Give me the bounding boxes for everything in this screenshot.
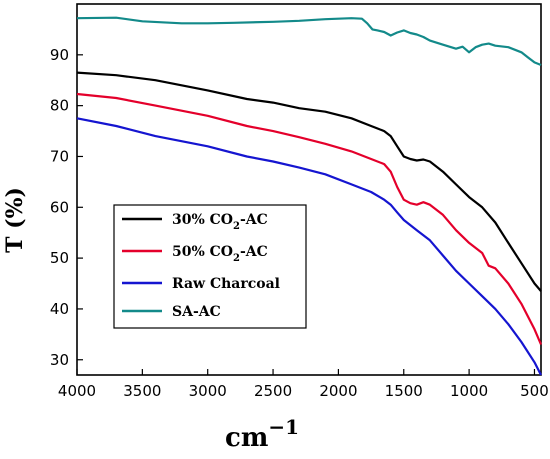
legend-box <box>113 204 307 329</box>
x-axis-label-superscript: −1 <box>268 415 299 439</box>
x-tick-label: 500 <box>520 382 549 400</box>
legend-entry-4: SA-AC <box>172 304 221 320</box>
plot-area <box>76 3 542 376</box>
y-axis-label: T (%) <box>2 187 28 253</box>
axes-layer: 4000 3500 3000 2500 2000 1500 1000 500 30 40 50 60 7… <box>50 46 549 400</box>
x-tick-label: 1000 <box>450 382 488 400</box>
y-tick-label: 40 <box>50 300 69 318</box>
legend: 30% CO2-AC 50% CO2-AC Raw Charcoal SA-AC <box>113 204 307 329</box>
x-tick-label: 2000 <box>319 382 357 400</box>
series-line-3 <box>76 117 542 376</box>
x-tick-label: 2500 <box>254 382 292 400</box>
x-axis-label-base: cm <box>225 423 268 453</box>
y-tick-label: 60 <box>50 198 69 216</box>
legend-entry-2: 50% CO2-AC <box>172 244 268 264</box>
series-line-1 <box>76 71 542 292</box>
series-line-4 <box>76 16 542 67</box>
x-tick-label: 3000 <box>189 382 227 400</box>
y-tick-label: 50 <box>50 249 69 267</box>
y-tick-label: 30 <box>50 351 69 369</box>
y-tick-label: 70 <box>50 147 69 165</box>
series-line-2 <box>76 92 543 345</box>
series-layer <box>76 16 543 376</box>
x-tick-label: 3500 <box>123 382 161 400</box>
legend-entry-1: 30% CO2-AC <box>172 212 268 232</box>
legend-entry-3: Raw Charcoal <box>172 276 280 292</box>
y-tick-label: 80 <box>50 97 69 115</box>
x-tick-label: 1500 <box>385 382 423 400</box>
plot-frame <box>76 3 542 376</box>
y-tick-label: 90 <box>50 46 69 64</box>
x-tick-label: 4000 <box>58 382 96 400</box>
x-axis-label: cm−1 <box>225 415 299 453</box>
